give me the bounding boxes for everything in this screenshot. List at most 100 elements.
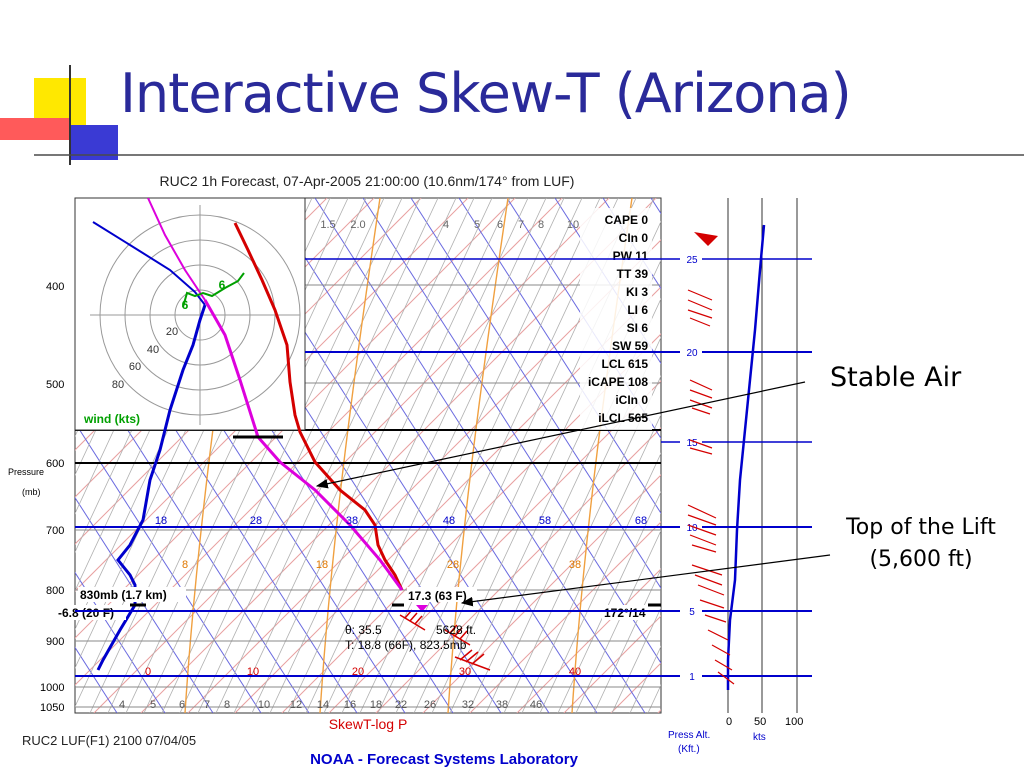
altitude-ticks: 25 20 15 10 5 1 bbox=[680, 252, 702, 683]
altitude-tick-bg bbox=[680, 669, 702, 682]
isotherm-line bbox=[563, 615, 661, 713]
index-row: PW 11 bbox=[613, 249, 649, 263]
pressure-tick: 500 bbox=[46, 379, 64, 391]
altitude-axis-label: Press Alt. bbox=[668, 730, 710, 741]
bottom-mix-label: 8 bbox=[224, 699, 230, 711]
adiabat-line bbox=[699, 198, 1024, 713]
index-box-bg bbox=[580, 208, 652, 430]
wind-barb-cluster bbox=[691, 564, 735, 685]
bottom-mix-label: 6 bbox=[179, 699, 185, 711]
isotherm-line bbox=[705, 198, 1024, 713]
callout-lift-line1: Top of the Lift bbox=[846, 515, 996, 540]
adiabat-line bbox=[747, 198, 1024, 713]
altitude-tick-bg bbox=[680, 435, 702, 448]
pressure-tick: 1000 bbox=[40, 682, 64, 694]
mixing-line bbox=[359, 198, 601, 713]
isotherm-line bbox=[940, 198, 1024, 713]
moist-adiabat-line bbox=[447, 198, 509, 713]
cursor-readout: θ: 35.5 5628 ft. T: 18.8 (66F), 823.5mb bbox=[345, 623, 476, 652]
lift-level-label: 830mb (1.7 km) bbox=[80, 588, 167, 602]
mixing-line bbox=[539, 452, 661, 713]
hodograph-ring-label: 40 bbox=[147, 344, 159, 356]
bottom-mix-label: 22 bbox=[395, 699, 407, 711]
chart-title: RUC2 1h Forecast, 07-Apr-2005 21:00:00 (… bbox=[160, 173, 575, 189]
lift-arrow bbox=[460, 554, 831, 607]
adiabat-line bbox=[75, 571, 166, 713]
footer-org: NOAA - Forecast Systems Laboratory bbox=[310, 751, 579, 768]
footer-org-a: NOAA bbox=[310, 751, 354, 768]
isotherm-line bbox=[893, 198, 1024, 713]
decor-red-bar bbox=[0, 118, 70, 140]
adiabat-line bbox=[362, 198, 661, 664]
mixing-line bbox=[485, 336, 661, 713]
altitude-tick-bg bbox=[680, 604, 702, 617]
altitude-tick: 5 bbox=[689, 607, 695, 618]
mixing-line bbox=[0, 198, 42, 713]
wind-barb-cluster bbox=[689, 439, 713, 455]
adiabat-line bbox=[75, 421, 262, 713]
wind-barb bbox=[399, 609, 426, 631]
bottom-mix-label: 16 bbox=[344, 699, 356, 711]
moist-adiabat-line bbox=[319, 198, 381, 713]
wind-barb-cluster bbox=[687, 504, 717, 553]
altitude-tick-bg bbox=[680, 345, 702, 358]
isotherm-line bbox=[75, 198, 516, 639]
mixing-line bbox=[233, 198, 475, 713]
index-box: CAPE 0 CIn 0 PW 11 TT 39 KI 3 LI 6 SI 6 SW 59 LC… bbox=[580, 208, 652, 430]
altitude-tick: 15 bbox=[686, 438, 698, 449]
altitude-tick: 25 bbox=[686, 255, 698, 266]
mixing-line bbox=[629, 645, 661, 713]
mixing-line bbox=[197, 198, 439, 713]
isotherm-line bbox=[987, 198, 1024, 713]
hodograph-ring-label: 20 bbox=[166, 326, 178, 338]
adiabat-line bbox=[891, 198, 1024, 713]
surface-wind-bg bbox=[602, 605, 655, 620]
adiabat-line bbox=[266, 198, 598, 713]
temp-label-blue: 18 bbox=[155, 515, 167, 527]
adiabat-line bbox=[987, 198, 1024, 713]
index-row: TT 39 bbox=[617, 267, 649, 281]
theta-readout: θ: 35.5 bbox=[345, 623, 382, 637]
wind-barbs-right bbox=[687, 289, 735, 685]
bottom-mix-label: 46 bbox=[530, 699, 542, 711]
altitude-tick: 1 bbox=[689, 672, 695, 683]
isotherm-line bbox=[469, 521, 661, 713]
top-mix-label: 2.0 bbox=[350, 219, 365, 231]
mixing-line bbox=[593, 568, 661, 713]
height-readout: 5628 ft. bbox=[436, 623, 476, 637]
adiabat-line bbox=[795, 198, 1024, 713]
surface-dewpoint-label: -6.8 (20 F) bbox=[58, 606, 114, 620]
pressure-tick: 900 bbox=[46, 636, 64, 648]
footer-org-b: - Forecast Systems Laboratory bbox=[354, 751, 579, 768]
index-row: CIn 0 bbox=[619, 231, 649, 245]
bottom-mix-label: 4 bbox=[119, 699, 125, 711]
wind-barb bbox=[454, 649, 491, 671]
isotherm-line bbox=[75, 198, 469, 592]
mixing-line bbox=[575, 529, 661, 713]
adiabat-line bbox=[650, 198, 661, 215]
stable-air-arrow bbox=[315, 381, 806, 489]
mixing-line bbox=[161, 198, 403, 713]
surface-temp-label: 17.3 (63 F) bbox=[408, 589, 467, 603]
adiabat-line bbox=[843, 198, 1024, 713]
altitude-tick: 20 bbox=[686, 348, 698, 359]
pressure-axis-label: Pressure bbox=[8, 467, 44, 477]
plot-wind-barbs bbox=[399, 609, 491, 671]
pressure-tick: 1050 bbox=[40, 702, 64, 714]
isotherm-line bbox=[140, 198, 657, 713]
hodograph-ring-label: 60 bbox=[129, 361, 141, 373]
isotherm-line bbox=[610, 662, 661, 713]
orange-label: 8 bbox=[182, 559, 188, 571]
adiabat-line bbox=[602, 198, 661, 290]
surface-dewpoint-bg bbox=[56, 605, 126, 620]
bottom-mix-label: 38 bbox=[496, 699, 508, 711]
isotherm-line bbox=[657, 709, 661, 713]
isotherm-line bbox=[846, 198, 1024, 713]
temp-label-blue: 68 bbox=[635, 515, 647, 527]
top-mix-label: 8 bbox=[538, 219, 544, 231]
isotherm-line bbox=[328, 380, 661, 713]
index-row: SI 6 bbox=[627, 321, 649, 335]
title-decoration bbox=[0, 65, 1024, 165]
